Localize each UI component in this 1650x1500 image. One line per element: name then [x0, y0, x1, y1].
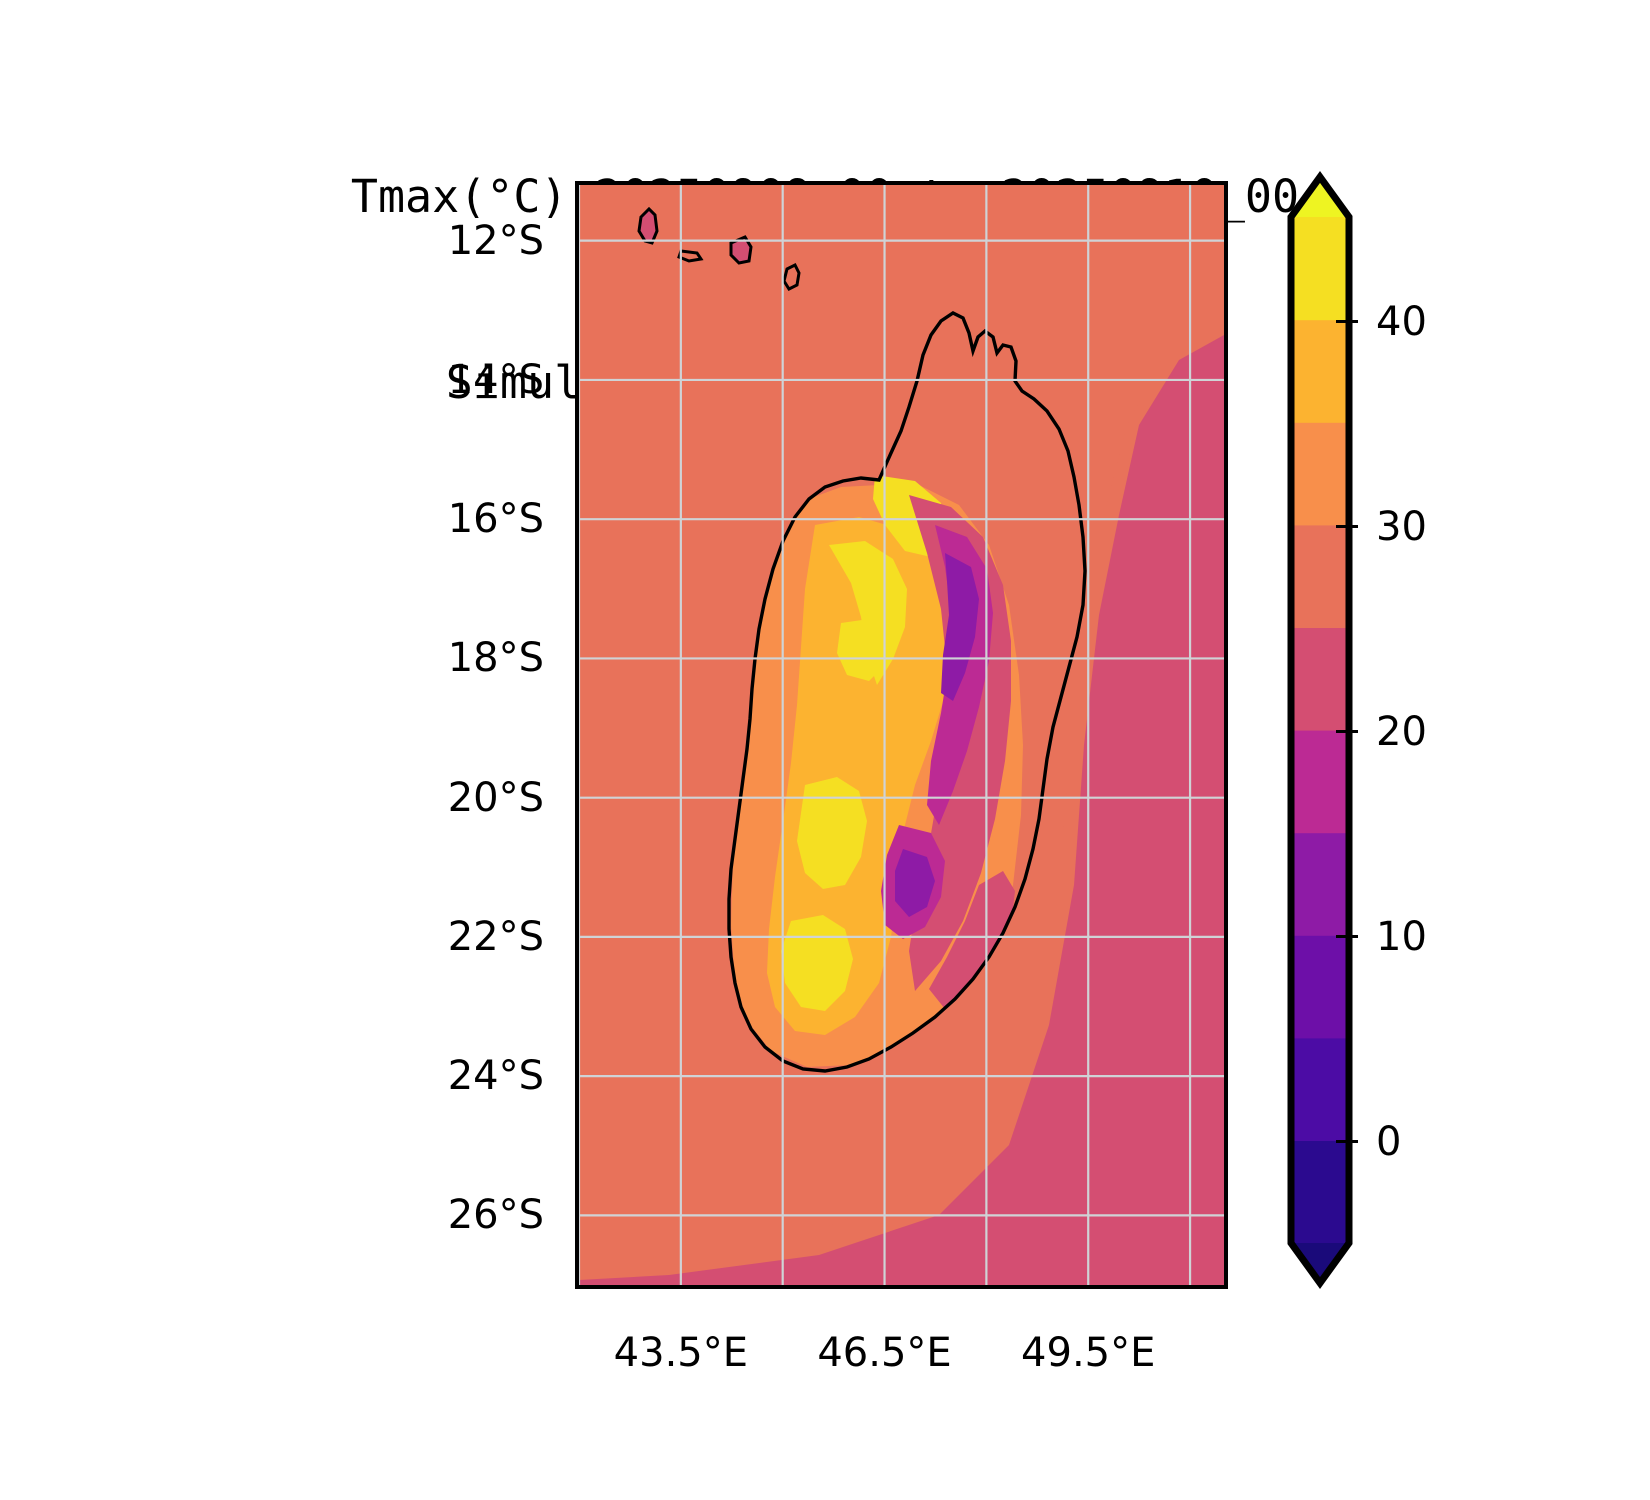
band-10-15-c [895, 849, 935, 917]
y-tick-12S: 12°S [447, 217, 544, 264]
island-anjouan [729, 235, 753, 265]
colorbar-band-1 [1291, 1037, 1349, 1141]
colorbar-band-2 [1291, 935, 1349, 1039]
x-tick-46.5E: 46.5°E [817, 1330, 952, 1376]
colorbar-tick-40: 40 [1376, 298, 1427, 345]
y-tick-22S: 22°S [447, 913, 544, 960]
colorbar-tick-0: 0 [1376, 1119, 1402, 1166]
contour-field [579, 185, 1224, 1285]
band-40-45-sw [781, 915, 853, 1011]
map-axes[interactable] [575, 181, 1228, 1289]
colorbar-band-3 [1291, 832, 1349, 936]
colorbar-tick-labels: 40 30 20 10 0 [1336, 170, 1558, 1290]
colorbar-tickmark-0 [1336, 1140, 1358, 1144]
coastline [727, 311, 1087, 1073]
island-moheli [677, 249, 704, 263]
colorbar-tickmark-10 [1336, 935, 1358, 939]
island-mayotte [782, 262, 801, 291]
colorbar-tick-30: 30 [1376, 503, 1427, 550]
gridlines [579, 185, 1224, 1285]
colorbar-over-arrow [1291, 177, 1349, 217]
y-tick-24S: 24°S [447, 1053, 544, 1100]
colorbar[interactable] [1282, 170, 1358, 1290]
colorbar-outline [1287, 171, 1353, 1289]
colorbar-gradient [1287, 171, 1353, 1289]
colorbar-band-5 [1291, 627, 1349, 731]
x-tick-49.5E: 49.5°E [1021, 1330, 1156, 1376]
ocean-southeast-cool [579, 335, 1224, 1285]
colorbar-band-4 [1291, 730, 1349, 834]
colorbar-tickmark-20 [1336, 730, 1358, 733]
island-grande-comore [637, 206, 659, 245]
y-tick-18S: 18°S [447, 635, 544, 682]
x-axis-tick-labels: 43.5°E 46.5°E 49.5°E [575, 1298, 1228, 1376]
band-40-45-c [837, 619, 885, 681]
x-tick-43.5E: 43.5°E [613, 1330, 749, 1376]
colorbar-band-0 [1291, 1140, 1349, 1244]
colorbar-band-9 [1291, 217, 1349, 321]
y-tick-20S: 20°S [447, 774, 544, 821]
colorbar-tick-20: 20 [1376, 709, 1427, 755]
land-contour-bands [729, 313, 1085, 1071]
colorbar-band-8 [1291, 319, 1349, 423]
colorbar-tickmark-40 [1336, 319, 1358, 323]
y-tick-14S: 14°S [447, 356, 544, 403]
band-10-15-ne [941, 553, 979, 701]
y-tick-26S: 26°S [447, 1192, 544, 1239]
y-tick-16S: 16°S [447, 496, 544, 543]
colorbar-under-arrow [1291, 1243, 1349, 1283]
band-20-25-se [929, 871, 1015, 1009]
band-35-40-west [767, 517, 951, 1035]
colorbar-band-6 [1291, 524, 1349, 628]
colorbar-tick-10: 10 [1376, 914, 1427, 961]
colorbar-tickmark-30 [1336, 524, 1358, 528]
band-40-45-nw [829, 541, 907, 685]
colorbar-band-7 [1291, 422, 1349, 526]
band-40-45-w [797, 777, 867, 889]
